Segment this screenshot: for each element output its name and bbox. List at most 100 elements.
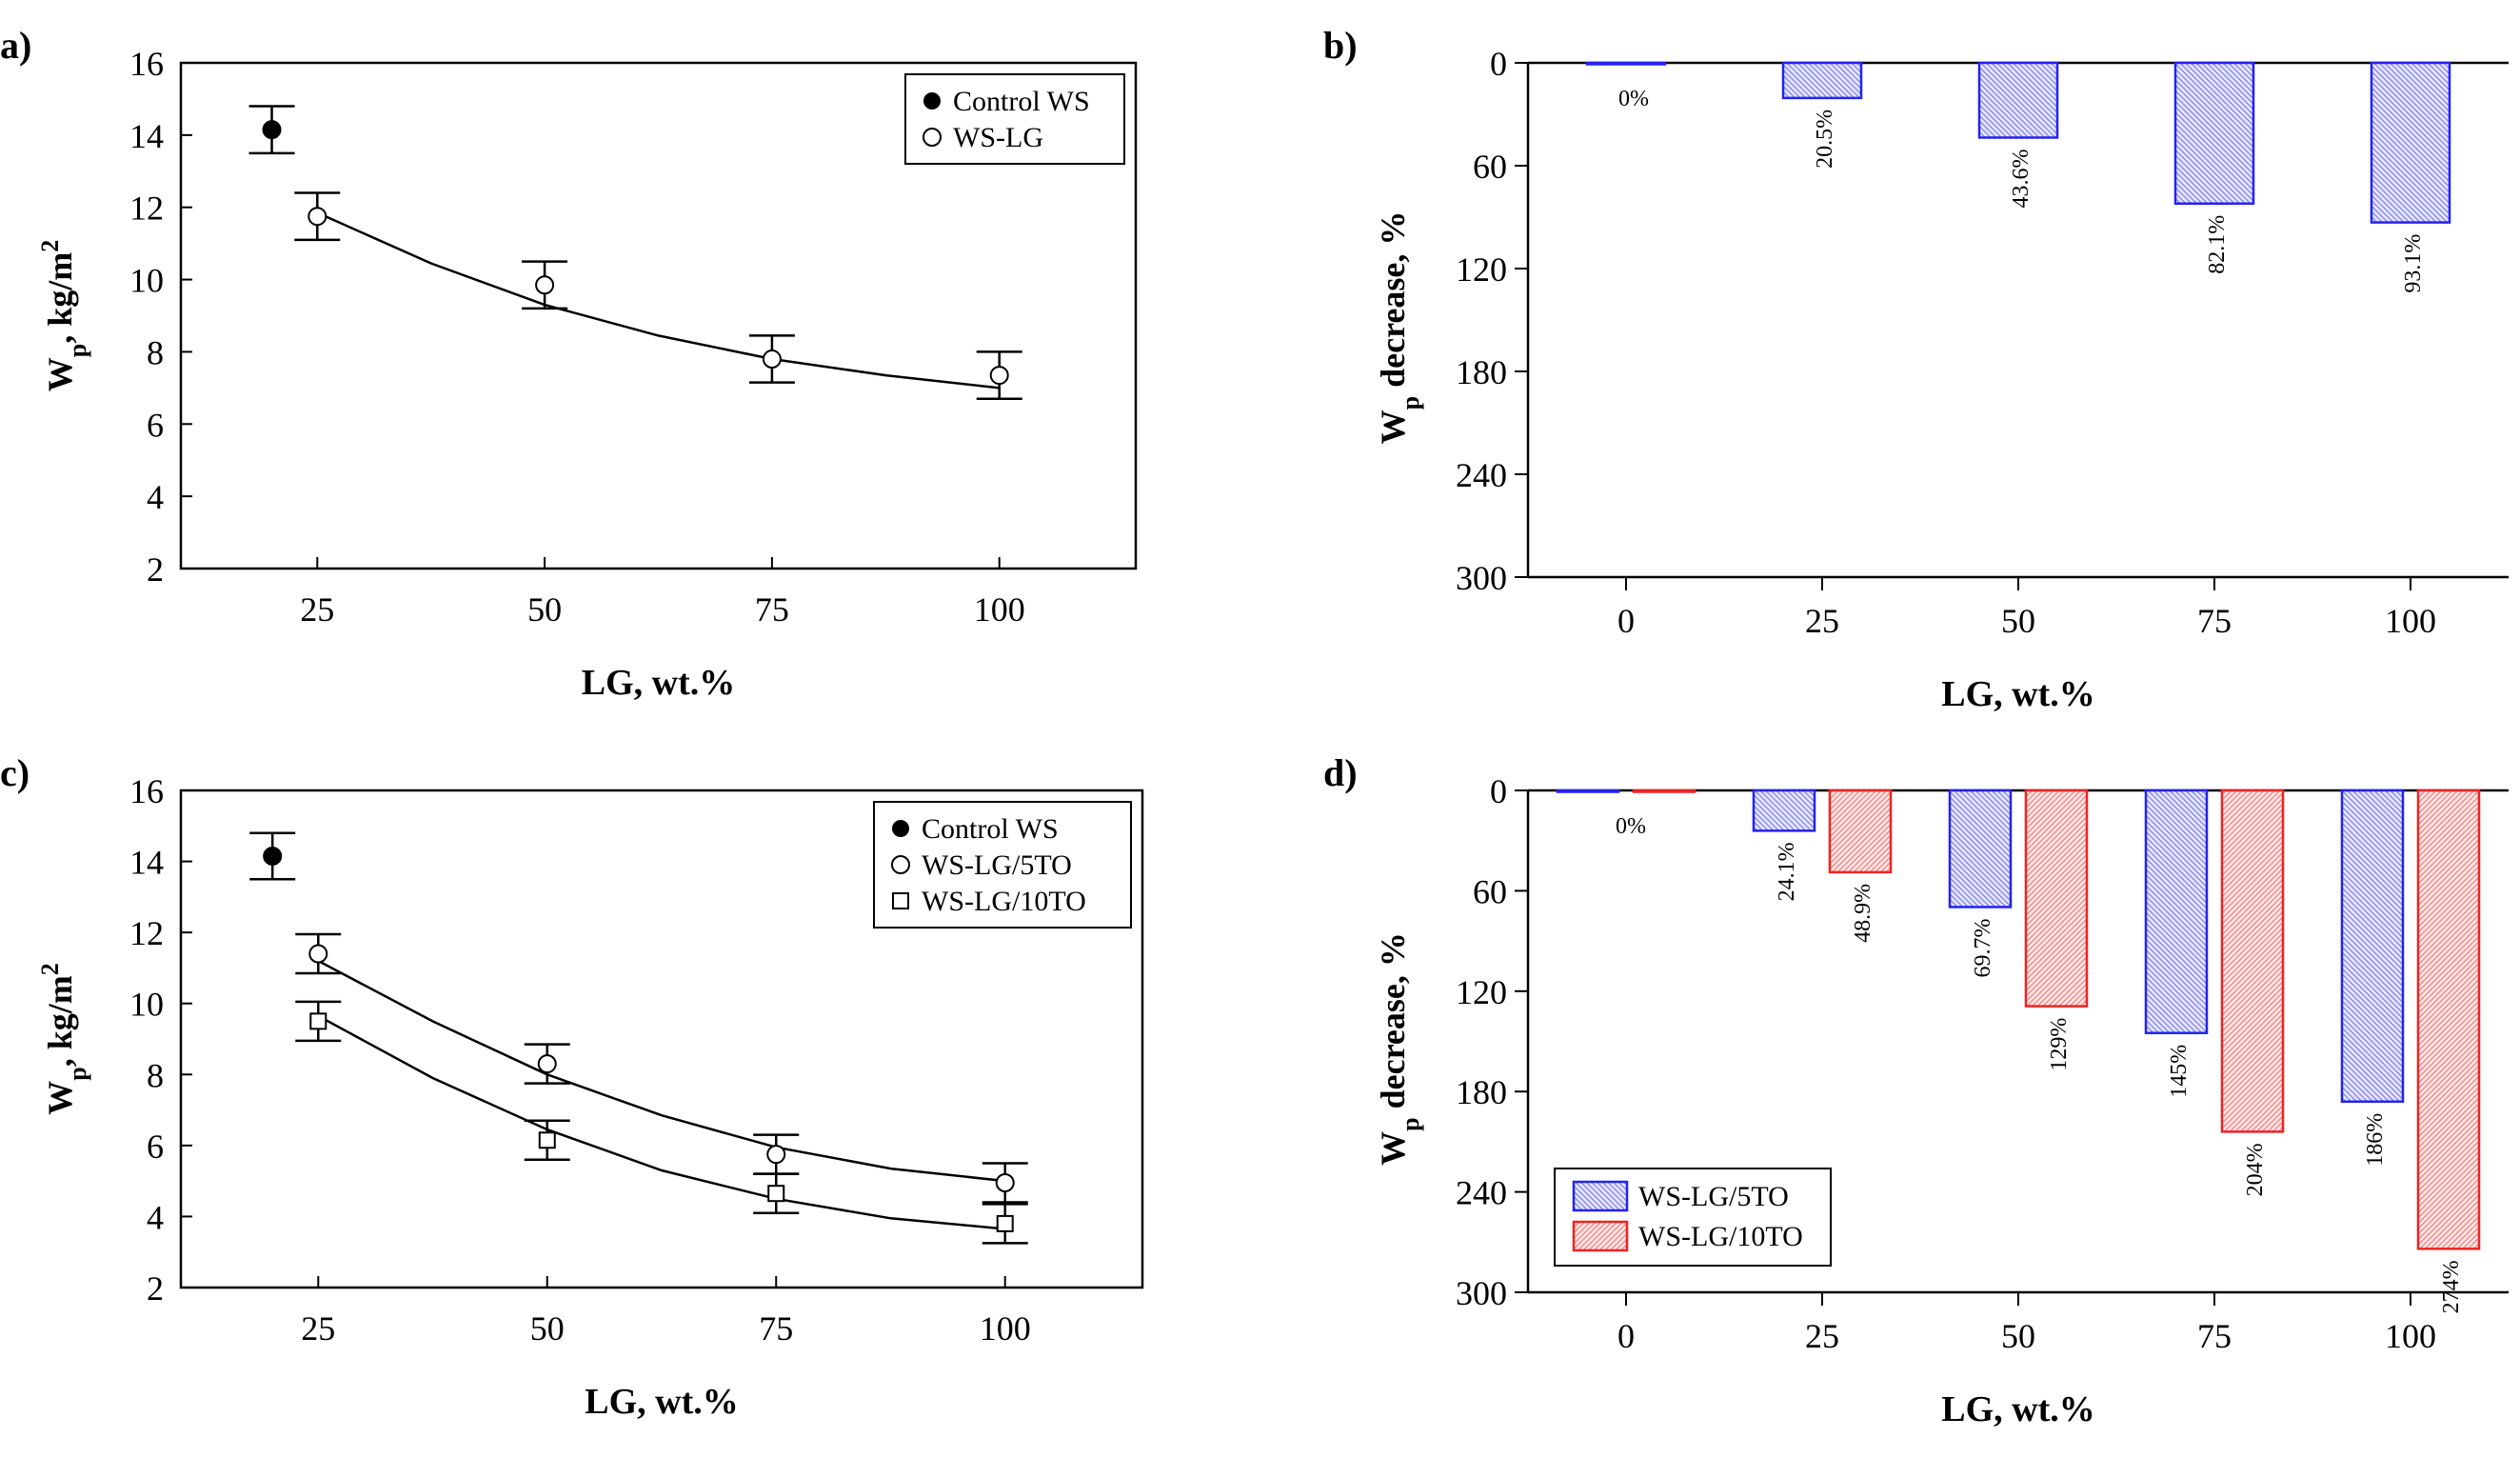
data-label: 204% [2243, 1143, 2268, 1196]
data-point [538, 1131, 556, 1149]
bar [2340, 789, 2405, 1103]
legend: Control WS WS-LG/5TO WS-LG/10TO [873, 801, 1132, 929]
fit-curve [316, 211, 1000, 389]
y-tick-label: 180 [1456, 353, 1507, 391]
y-axis-label-subscript: p [64, 1067, 91, 1080]
x-axis-label: LG, wt.% [585, 1382, 739, 1422]
data-label: 20.5% [1813, 110, 1837, 169]
data-point [766, 1145, 786, 1165]
y-tick-label: 16 [129, 772, 164, 810]
x-tick-label: 50 [530, 1309, 565, 1348]
data-label: 274% [2439, 1260, 2464, 1313]
x-tick-label: 100 [2385, 1317, 2436, 1355]
legend-marker [923, 92, 941, 110]
x-axis-label: LG, wt.% [1941, 1389, 2095, 1429]
data-label: 186% [2363, 1113, 2388, 1167]
y-tick-label: 180 [1456, 1073, 1507, 1111]
y-tick-label: 12 [129, 914, 164, 952]
y-axis-label-rest: decrease, % [1374, 932, 1412, 1117]
y-tick-label: 60 [1473, 872, 1507, 910]
y-axis-label-subscript: p [1397, 1117, 1424, 1130]
y-tick-label: 300 [1456, 559, 1507, 597]
legend: Control WS WS-LG [904, 73, 1125, 165]
y-tick-label: 120 [1456, 973, 1507, 1011]
data-label: 69.7% [1971, 918, 1995, 977]
data-label: 93.1% [2401, 234, 2426, 293]
x-axis-label: LG, wt.% [582, 663, 736, 703]
fit-curve [317, 959, 1005, 1183]
x-tick-label: 25 [1805, 602, 1839, 640]
legend-marker [891, 855, 910, 874]
data-label: 82.1% [2205, 215, 2230, 274]
data-point [996, 1214, 1014, 1232]
x-tick-label: 75 [759, 1309, 793, 1348]
y-axis-label-subscript: p [64, 344, 91, 357]
legend-frame [873, 801, 1132, 929]
legend-marker [923, 128, 942, 147]
legend-label: WS-LG/5TO [922, 849, 1072, 881]
y-axis-label-superscript: 2 [36, 963, 64, 975]
fit-curve [317, 1014, 1005, 1230]
data-label: 0% [1616, 814, 1646, 839]
bar [2416, 789, 2481, 1250]
bar [2370, 61, 2451, 224]
x-tick-label: 75 [2197, 1317, 2232, 1355]
y-axis-label: Wp decrease, % [1374, 932, 1424, 1166]
bar [2024, 789, 2089, 1008]
y-tick-label: 240 [1456, 1174, 1507, 1212]
plot-frame [179, 61, 1138, 570]
x-tick-label: 50 [2001, 602, 2035, 640]
x-tick-label: 50 [2001, 1317, 2035, 1355]
y-tick-label: 8 [147, 333, 164, 371]
bar [1781, 61, 1863, 100]
legend-label: WS-LG/5TO [1638, 1181, 1789, 1212]
y-axis-label-subscript: p [1397, 396, 1424, 409]
y-tick-label: 60 [1473, 148, 1507, 186]
legend-swatch [1572, 1180, 1629, 1212]
x-tick-label: 100 [980, 1309, 1031, 1348]
y-tick-label: 0 [1490, 45, 1507, 83]
y-axis-label: Wp, kg/m2 [36, 963, 91, 1114]
x-tick-label: 75 [2197, 602, 2232, 640]
y-tick-label: 0 [1490, 772, 1507, 810]
legend-marker [892, 820, 909, 837]
panel-b: 0 60 120 180 240 300 0 25 50 75 100 LG, wt.% Wp decr… [1323, 24, 2509, 714]
bar [1556, 789, 1620, 793]
y-axis-label: Wp, kg/m2 [36, 240, 91, 391]
bar [2173, 61, 2255, 206]
y-axis-label-main: W [41, 357, 79, 391]
legend-frame [904, 73, 1125, 165]
y-tick-label: 8 [147, 1056, 164, 1094]
legend-label: Control WS [922, 813, 1059, 845]
y-tick-label: 2 [147, 1269, 164, 1308]
panel-label: c) [0, 751, 30, 794]
data-point [989, 366, 1009, 386]
legend: WS-LG/5TO WS-LG/10TO [1554, 1168, 1832, 1267]
legend-label: WS-LG [953, 122, 1043, 153]
y-axis-label-rest: , kg/m [41, 252, 79, 344]
legend-label: WS-LG/10TO [1638, 1221, 1803, 1252]
bar [1948, 789, 2013, 909]
x-tick-label: 25 [1805, 1317, 1839, 1355]
bar [1585, 61, 1667, 66]
plot-frame [179, 789, 1144, 1289]
y-axis-label-rest: , kg/m [41, 975, 79, 1067]
data-label: 48.9% [1851, 884, 1875, 943]
data-label: 43.6% [2009, 149, 2034, 208]
y-tick-label: 4 [147, 1198, 164, 1236]
legend-label: WS-LG/10TO [922, 886, 1086, 917]
data-point [995, 1173, 1015, 1193]
x-tick-label: 0 [1617, 602, 1635, 640]
y-tick-label: 6 [147, 406, 164, 444]
x-tick-label: 75 [755, 590, 789, 629]
data-point [262, 120, 282, 140]
y-axis-label-main: W [1374, 409, 1412, 444]
bar [1977, 61, 2059, 139]
y-axis-label: Wp decrease, % [1374, 211, 1424, 445]
y-tick-label: 12 [129, 190, 164, 228]
panel-label: a) [0, 24, 31, 67]
data-point [309, 1012, 327, 1030]
bar [1828, 789, 1893, 874]
